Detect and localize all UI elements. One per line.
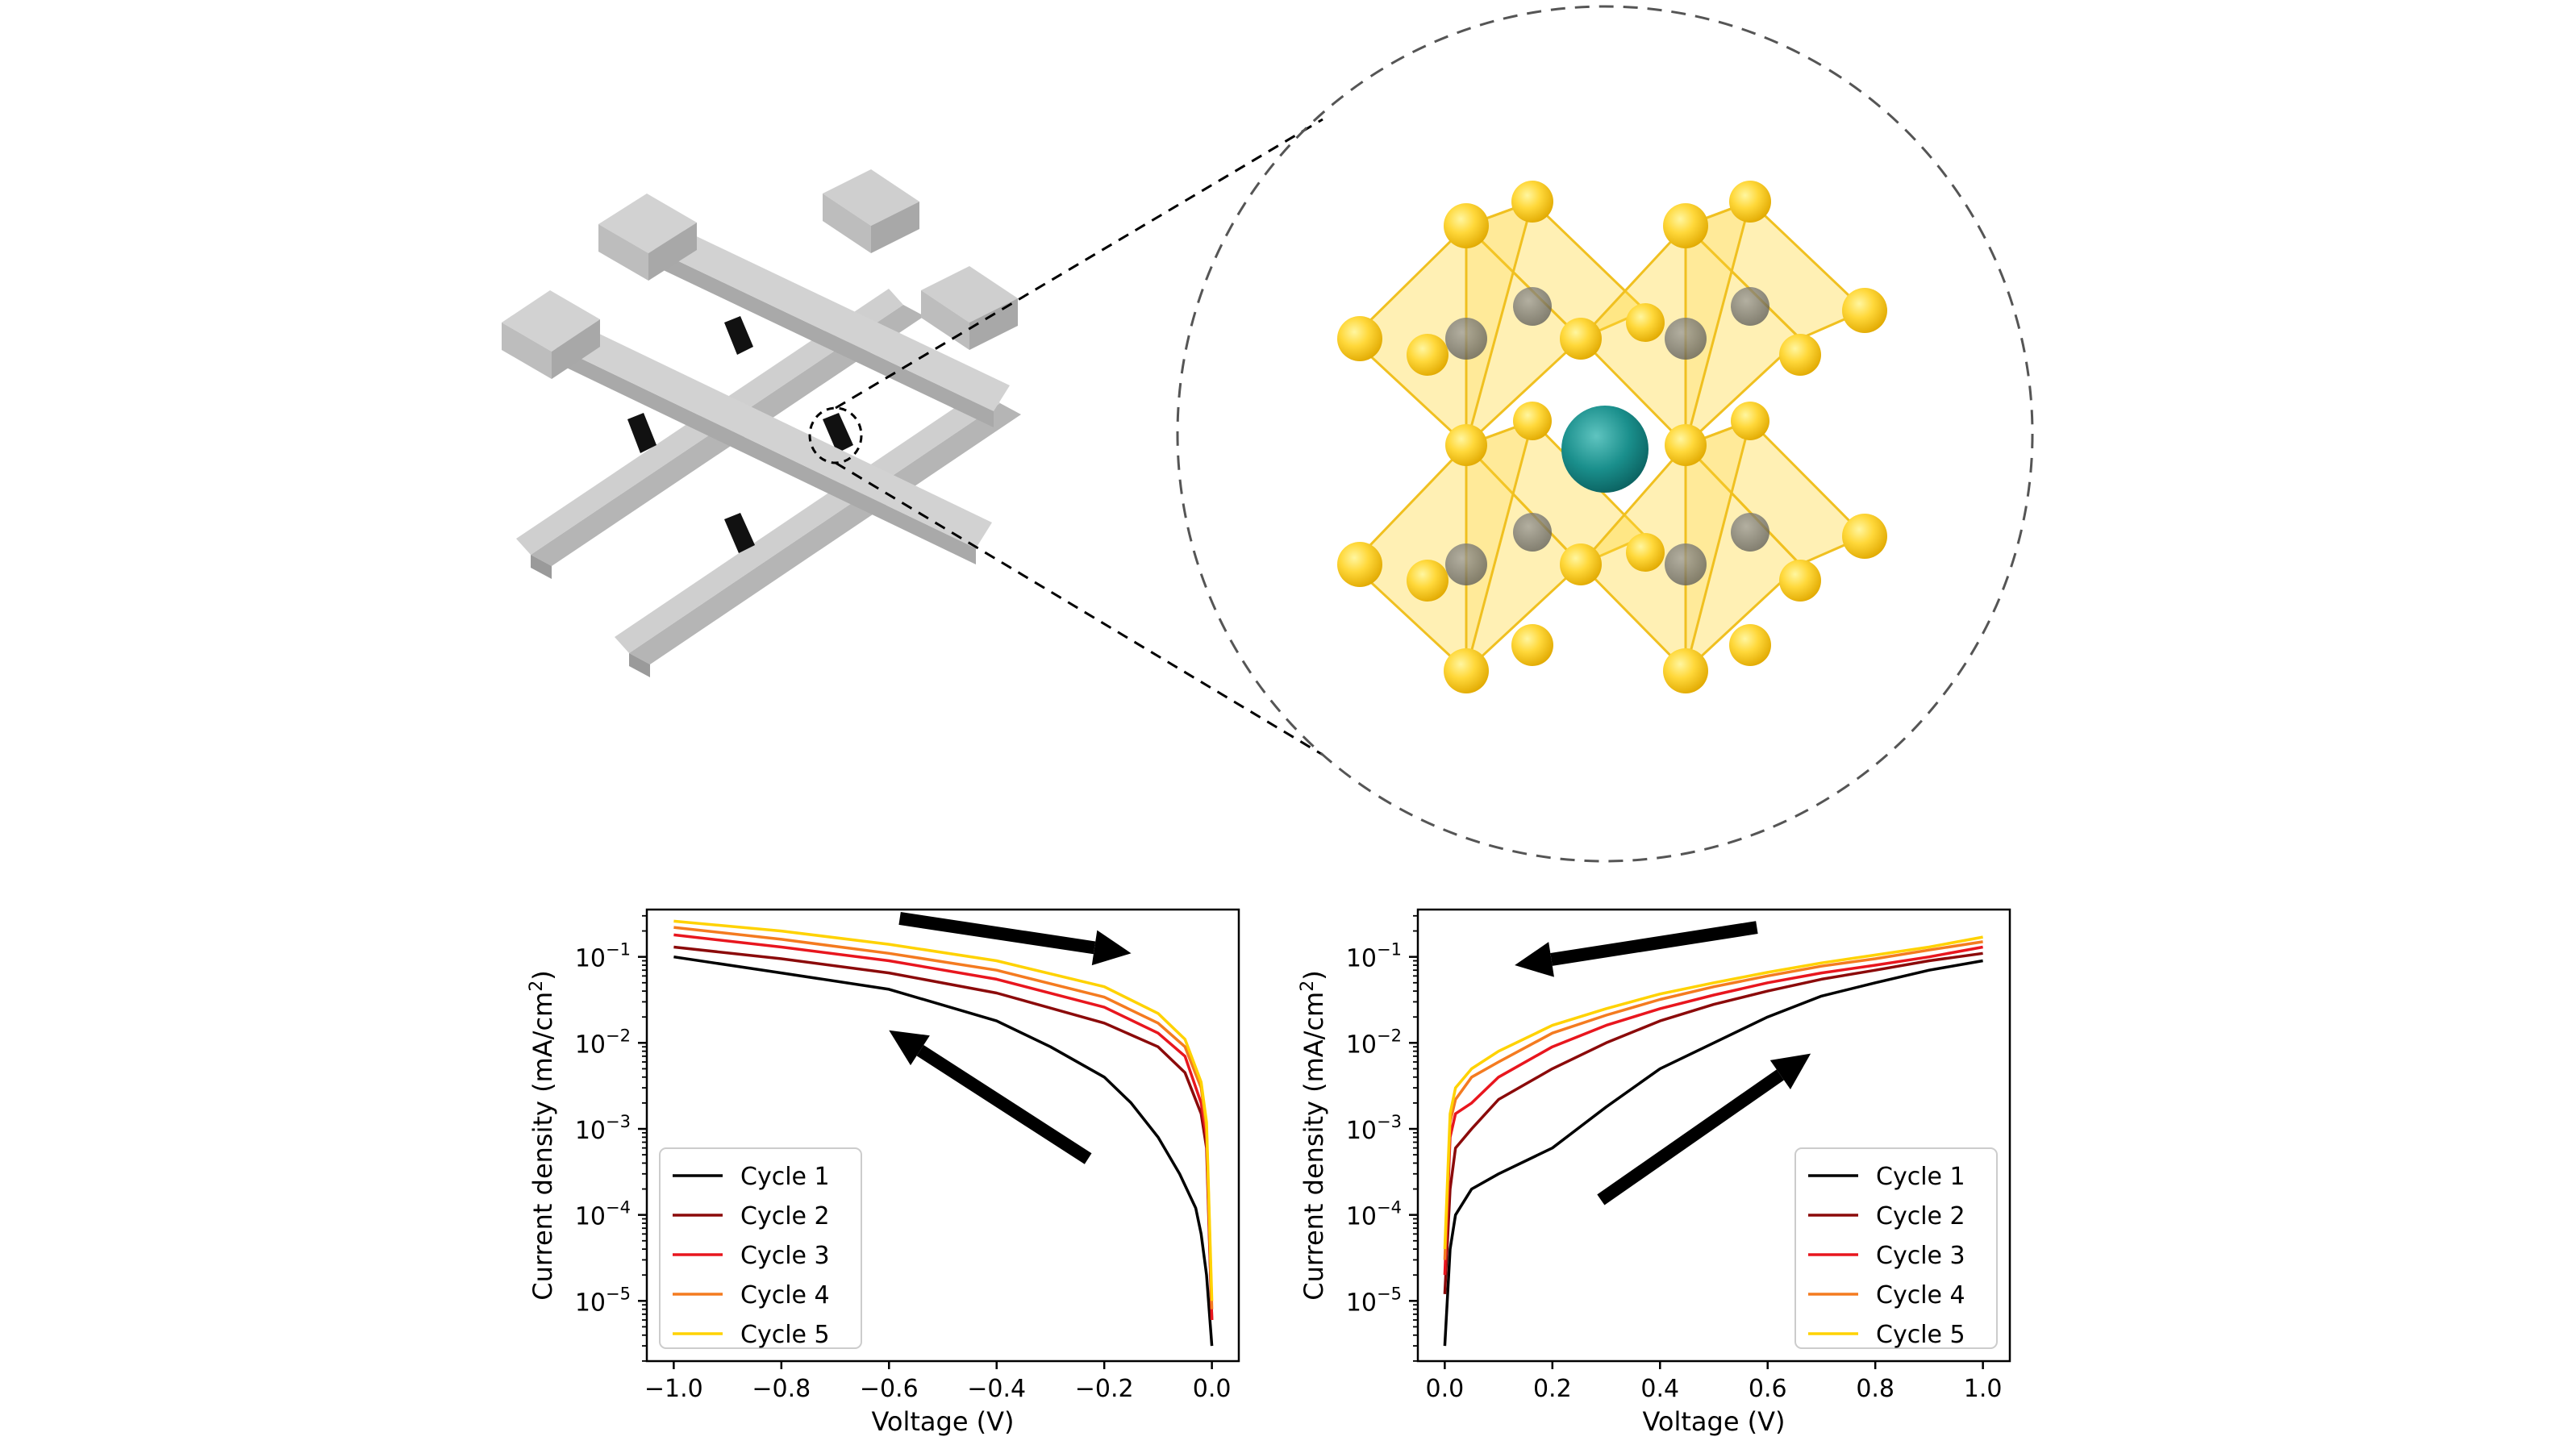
a-site-cation	[1561, 406, 1649, 493]
y-tick-label: 10−5	[575, 1284, 631, 1317]
x-tick-label: 0.6	[1749, 1375, 1787, 1403]
legend-entry: Cycle 4	[1808, 1281, 1965, 1310]
legend-label: Cycle 2	[1876, 1202, 1965, 1230]
x-axis-label: Voltage (V)	[1642, 1406, 1785, 1437]
legend-entry: Cycle 1	[1808, 1163, 1965, 1191]
arrow-shaft	[898, 912, 1096, 955]
y-axis-label: Current density (mA/cm2)	[1298, 970, 1329, 1300]
legend-label: Cycle 1	[1876, 1163, 1965, 1191]
memristor-cell	[724, 513, 755, 553]
legend-label: Cycle 4	[1876, 1281, 1965, 1310]
contact-pad	[823, 169, 919, 253]
legend-label: Cycle 3	[740, 1242, 830, 1270]
crossbar-array-illustration	[502, 169, 1021, 677]
legend-box	[659, 1147, 862, 1349]
x-tick-label: 0.4	[1640, 1375, 1679, 1403]
legend-label: Cycle 4	[740, 1281, 830, 1310]
top-electrode	[556, 321, 992, 564]
x-tick-label: −1.0	[644, 1375, 703, 1403]
y-tick-label: 10−5	[1346, 1284, 1402, 1317]
legend-label: Cycle 5	[1876, 1321, 1965, 1349]
series-line-cycle-2	[673, 945, 1214, 1321]
y-tick-label: 10−1	[1346, 940, 1402, 973]
bottom-electrode	[615, 387, 1021, 677]
y-tick-label: 10−3	[575, 1112, 631, 1145]
direction-arrow	[889, 1030, 1092, 1164]
y-tick-label: 10−4	[575, 1198, 631, 1231]
zoom-connector	[835, 118, 1323, 756]
direction-arrow	[1597, 1053, 1811, 1205]
y-tick-label: 10−4	[1346, 1198, 1402, 1231]
legend-label: Cycle 1	[740, 1163, 830, 1191]
series-line-cycle-1	[673, 955, 1214, 1347]
top-electrode	[655, 224, 1010, 427]
arrow-head	[889, 1030, 930, 1066]
legend-label: Cycle 5	[740, 1321, 830, 1349]
legend: Cycle 1 Cycle 2 Cycle 3 Cycle 4 Cycle 5	[1794, 1147, 1998, 1349]
y-tick-label: 10−3	[1346, 1112, 1402, 1145]
legend-box	[1794, 1147, 1998, 1349]
b-site-cations	[1445, 287, 1769, 585]
plot-frame	[645, 908, 1240, 1363]
legend-entry: Cycle 5	[1808, 1321, 1965, 1349]
x-tick-label: 0.2	[1533, 1375, 1572, 1403]
series-line-cycle-5	[1443, 935, 1983, 1250]
x-site-anions	[1337, 181, 1887, 693]
arrow-head	[1769, 1053, 1811, 1090]
series-line-cycle-3	[1443, 945, 1983, 1276]
direction-arrow	[1515, 921, 1758, 977]
y-tick-label: 10−1	[575, 940, 631, 973]
magnified-view-circle	[1176, 5, 2034, 863]
arrow-shaft	[1597, 1069, 1784, 1205]
perovskite-crystal-illustration	[1337, 181, 1887, 693]
legend-entry: Cycle 3	[1808, 1242, 1965, 1270]
iv-chart-negative-sweep: −1.0 −0.8 −0.6 −0.4 −0.2 0.0 10−5 10−4 10−3 10−2 1…	[527, 908, 1240, 1437]
memristor-cell	[823, 413, 853, 453]
legend-label: Cycle 2	[740, 1202, 830, 1230]
legend-entry: Cycle 2	[1808, 1202, 1965, 1230]
memristor-cell	[627, 413, 657, 453]
y-tick-label: 10−2	[575, 1026, 631, 1059]
arrow-shaft	[1550, 921, 1758, 966]
contact-pad	[598, 194, 697, 281]
y-tick-label: 10−2	[1346, 1026, 1402, 1059]
plot-frame	[1416, 908, 2011, 1363]
x-tick-label: −0.8	[752, 1375, 811, 1403]
x-tick-label: 0.0	[1193, 1375, 1232, 1403]
y-axis-label: Current density (mA/cm2)	[527, 970, 558, 1300]
iv-chart-positive-sweep: 0.0 0.2 0.4 0.6 0.8 1.0 10−5 10−4 10−3 10−2 10−1 Vo…	[1298, 908, 2011, 1437]
arrow-head	[1515, 942, 1554, 977]
x-tick-label: −0.6	[860, 1375, 919, 1403]
x-tick-label: −0.2	[1075, 1375, 1134, 1403]
x-tick-label: 0.8	[1856, 1375, 1894, 1403]
x-tick-label: 1.0	[1964, 1375, 2003, 1403]
series-line-cycle-4	[1443, 940, 1983, 1260]
series-line-cycle-1	[1443, 959, 1983, 1347]
arrow-shaft	[916, 1044, 1092, 1164]
x-tick-label: 0.0	[1426, 1375, 1465, 1403]
legend-label: Cycle 3	[1876, 1242, 1965, 1270]
x-tick-label: −0.4	[967, 1375, 1026, 1403]
legend-entry: Cycle 3	[673, 1242, 830, 1270]
legend: Cycle 1 Cycle 2 Cycle 3 Cycle 4 Cycle 5	[659, 1147, 862, 1349]
memristor-cell	[724, 316, 753, 355]
contact-pad	[502, 290, 600, 379]
legend-entry: Cycle 5	[673, 1321, 830, 1349]
legend-entry: Cycle 1	[673, 1163, 830, 1191]
x-axis-label: Voltage (V)	[871, 1406, 1014, 1437]
series-line-cycle-3	[673, 933, 1214, 1321]
legend-entry: Cycle 2	[673, 1202, 830, 1230]
series-line-cycle-5	[673, 919, 1214, 1301]
arrow-head	[1091, 930, 1132, 966]
direction-arrow	[898, 912, 1132, 966]
legend-entry: Cycle 4	[673, 1281, 830, 1310]
series-line-cycle-2	[1443, 951, 1983, 1294]
